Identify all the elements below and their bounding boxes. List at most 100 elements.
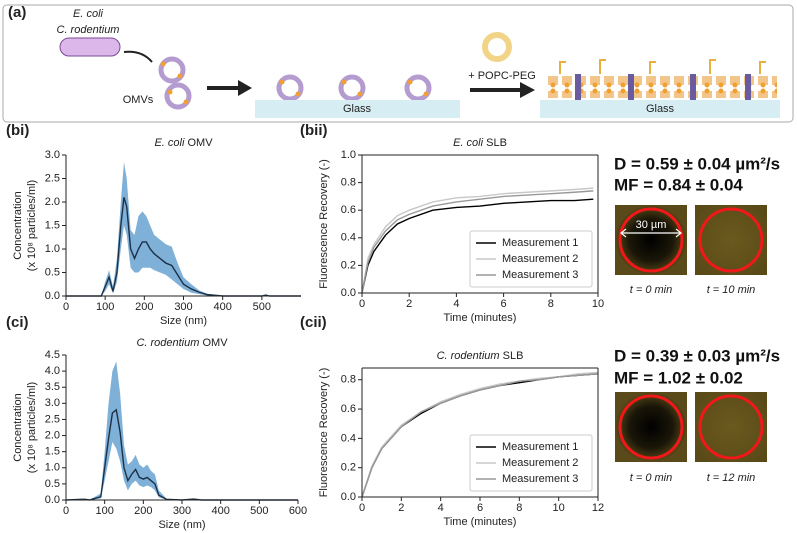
x-axis-label: Time (minutes): [444, 312, 517, 324]
x-tick-label: 0: [63, 301, 69, 313]
legend-box: [469, 230, 593, 288]
glass: [540, 100, 780, 118]
x-tick-label: 10: [592, 298, 604, 310]
time-label: t = 10 min: [707, 284, 756, 296]
data-line: [65, 408, 298, 501]
panel-label: (bii): [300, 122, 328, 139]
data-line: [66, 197, 301, 297]
x-tick-label: 200: [134, 505, 152, 517]
bilayer: [545, 76, 777, 98]
reagent-label: + POPC-PEG: [468, 70, 536, 82]
title-text: SLB: [503, 350, 524, 362]
y-tick-label: 2.5: [45, 413, 60, 425]
x-tick-label: 500: [250, 505, 268, 517]
y-axis-label: Concentration: [12, 191, 24, 260]
time-label: t = 0 min: [630, 284, 673, 296]
membrane-proteins: [575, 74, 751, 100]
x-tick-label: 300: [173, 505, 191, 517]
x-tick-label: 300: [174, 301, 192, 313]
x-tick-label: 400: [213, 301, 231, 313]
vesicle: [482, 32, 512, 62]
time-label: t = 12 min: [707, 472, 756, 484]
mobile-fraction: MF = 0.84 ± 0.04: [614, 175, 743, 194]
mobile-fraction: MF = 1.02 ± 0.02: [614, 368, 743, 387]
y-tick-label: 0.0: [341, 287, 356, 299]
x-tick-label: 600: [289, 505, 307, 517]
panel-label: (cii): [300, 314, 327, 331]
x-tick-label: 100: [96, 301, 114, 313]
y-tick-label: 1.5: [45, 446, 60, 458]
y-tick-label: 2.5: [45, 172, 60, 184]
y-tick-label: 0.8: [341, 374, 356, 386]
x-tick-label: 400: [211, 505, 229, 517]
x-tick-label: 0: [359, 502, 365, 514]
chart-title: C. rodentium SLB: [437, 350, 524, 362]
legend-label: Measurement 2: [502, 253, 578, 265]
y-tick-label: 4.0: [45, 365, 60, 377]
y-tick-label: 3.5: [45, 381, 60, 393]
chart-title: C. rodentium OMV: [136, 337, 228, 349]
micrographs: [615, 205, 767, 462]
x-tick-label: 0: [63, 505, 69, 517]
legend-label: Measurement 2: [502, 457, 578, 469]
y-tick-label: 2.0: [45, 429, 60, 441]
y-tick-label: 0.6: [341, 403, 356, 415]
y-tick-label: 1.0: [45, 243, 60, 255]
title-text: OMV: [187, 137, 213, 149]
data-line: [361, 198, 594, 294]
x-tick-label: 4: [453, 298, 459, 310]
y-tick-label: 0.4: [341, 232, 356, 244]
y-tick-label: 3.0: [45, 397, 60, 409]
error-band: [66, 361, 298, 500]
title-text: SLB: [486, 137, 507, 149]
error-band: [66, 162, 301, 296]
y-tick-label: 0.0: [45, 494, 60, 506]
glass-label: Glass: [343, 103, 372, 115]
x-tick-label: 500: [253, 301, 271, 313]
x-tick-label: 12: [592, 502, 604, 514]
x-tick-label: 0: [359, 298, 365, 310]
x-tick-label: 200: [135, 301, 153, 313]
peg-chains: [559, 59, 766, 74]
x-tick-label: 4: [438, 502, 444, 514]
x-tick-label: 8: [516, 502, 522, 514]
bacteria-name: C. rodentium: [57, 24, 120, 36]
y-axis-label: Fluorescence Recovery (-): [318, 159, 330, 289]
y-tick-label: 1.5: [45, 219, 60, 231]
glass-label: Glass: [646, 103, 675, 115]
omv-proteins: [160, 61, 429, 105]
panel-label: (a): [8, 4, 26, 21]
y-tick-label: 0.4: [341, 432, 356, 444]
data-line: [361, 187, 594, 294]
y-tick-label: 0.6: [341, 204, 356, 216]
data-line: [361, 190, 594, 294]
y-axis-label: Fluorescence Recovery (-): [318, 368, 330, 498]
title-species: E. coli: [154, 137, 185, 149]
title-species: C. rodentium: [136, 337, 199, 349]
legend-label: Measurement 3: [502, 473, 578, 485]
diffusion: D = 0.39 ± 0.03 µm²/s: [614, 346, 780, 365]
omv-icons: [158, 56, 432, 110]
diffusion: D = 0.59 ± 0.04 µm²/s: [614, 154, 780, 173]
y-tick-label: 0.0: [45, 290, 60, 302]
panel-label: (ci): [6, 314, 29, 331]
y-tick-label: 0.2: [341, 259, 356, 271]
glass: [255, 100, 460, 118]
time-label: t = 0 min: [630, 472, 673, 484]
legend-box: [469, 434, 593, 492]
legend-label: Measurement 1: [502, 237, 578, 249]
chart-title: E. coli SLB: [453, 137, 507, 149]
x-tick-label: 8: [548, 298, 554, 310]
x-tick-label: 2: [406, 298, 412, 310]
chart-title: E. coli OMV: [154, 137, 213, 149]
omv-label: OMVs: [123, 94, 154, 106]
legend-label: Measurement 1: [502, 441, 578, 453]
x-axis-label: Size (nm): [158, 519, 205, 531]
y-axis-label: Concentration: [12, 393, 24, 462]
title-species: E. coli: [453, 137, 484, 149]
x-tick-label: 6: [477, 502, 483, 514]
y-axis-label: (x 10⁸ particles/ml): [26, 382, 38, 473]
y-tick-label: 4.5: [45, 349, 60, 361]
y-tick-label: 0.5: [45, 266, 60, 278]
